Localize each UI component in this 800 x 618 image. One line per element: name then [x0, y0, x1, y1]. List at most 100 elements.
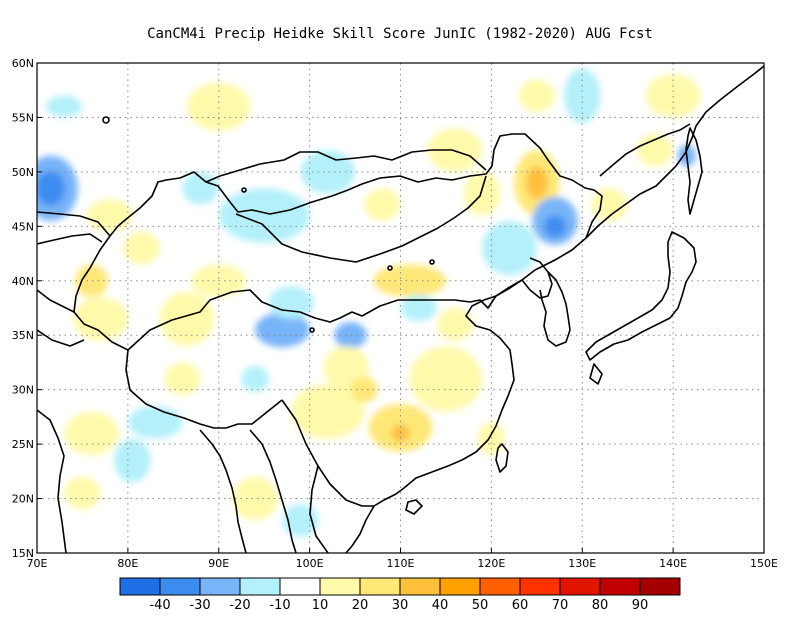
skill-anomaly-patch: [436, 308, 474, 341]
central-asia-border: [37, 211, 111, 347]
latitude-tick-label: 50N: [12, 166, 34, 179]
skill-anomaly-patch: [232, 476, 278, 521]
lat-lon-gridlines: [37, 63, 764, 553]
china-coastline: [373, 279, 523, 507]
skill-anomaly-patch: [64, 476, 101, 510]
colorbar-swatch: [399, 577, 441, 596]
skill-anomaly-patch: [564, 68, 601, 123]
skill-anomaly-patch: [64, 411, 119, 455]
colorbar-label: 90: [632, 598, 649, 613]
skill-anomaly-patch: [591, 188, 628, 221]
colorbar-swatch: [119, 577, 161, 596]
colorbar-label: 10: [312, 598, 329, 613]
skill-anomaly-patch: [391, 424, 410, 442]
colorbar-swatch: [199, 577, 241, 596]
skill-anomaly-patch: [373, 264, 446, 298]
skill-anomaly-patch: [636, 133, 674, 167]
mongolia-south-border: [235, 175, 487, 263]
skill-anomaly-patch: [400, 294, 437, 322]
latitude-tick-label: 60N: [12, 57, 34, 70]
skill-anomaly-patch: [86, 199, 133, 232]
skill-anomaly-patch: [73, 297, 128, 341]
longitude-tick-label: 70E: [27, 557, 48, 570]
colorbar-swatch: [359, 577, 401, 596]
colorbar-label: 70: [552, 598, 569, 613]
longitude-tick-label: 110E: [387, 557, 415, 570]
skill-anomaly-patch: [482, 220, 537, 276]
skill-anomaly-patch: [291, 384, 365, 439]
latitude-tick-label: 30N: [12, 384, 34, 397]
longitude-tick-label: 100E: [296, 557, 324, 570]
colorbar-label: 40: [432, 598, 449, 613]
skill-anomaly-patch: [46, 95, 83, 118]
skill-score-shading: [37, 68, 701, 537]
hainan-island: [405, 499, 423, 515]
latitude-tick-label: 45N: [12, 220, 34, 233]
himalaya-border: [125, 349, 283, 429]
korea-coast: [539, 271, 571, 347]
longitude-tick-label: 90E: [208, 557, 229, 570]
colorbar-label: 20: [352, 598, 369, 613]
colorbar-label: -40: [149, 598, 170, 613]
colorbar-label: 60: [512, 598, 529, 613]
colorbar-swatch: [439, 577, 481, 596]
taiwan-island: [495, 443, 509, 473]
latitude-tick-label: 15N: [12, 547, 34, 560]
skill-anomaly-patch: [164, 362, 201, 396]
skill-anomaly-patch: [464, 171, 501, 216]
colorbar-swatch: [559, 577, 601, 596]
skill-anomaly-patch: [300, 150, 356, 194]
skill-anomaly-patch: [127, 406, 183, 439]
colorbar-swatch: [319, 577, 361, 596]
longitude-tick-label: 130E: [568, 557, 596, 570]
colorbar-label: 50: [472, 598, 489, 613]
colorbar-swatch: [239, 577, 281, 596]
okhotsk-coast: [599, 123, 691, 177]
colorbar-swatch: [519, 577, 561, 596]
colorbar-label: -30: [189, 598, 210, 613]
colorbar-swatch: [639, 577, 681, 596]
colorbar-label: 30: [392, 598, 409, 613]
south-asia-coast: [37, 409, 247, 553]
skill-anomaly-patch: [525, 166, 548, 200]
colorbar-label: -20: [229, 598, 250, 613]
indochina-coast: [249, 429, 375, 553]
axis-ticks: 70E 80E 90E 100E 110E 120E 130E 140E 150E 15N 20N 2…: [12, 57, 778, 570]
latitude-tick-label: 55N: [12, 111, 34, 124]
china-border: [73, 133, 603, 351]
latitude-tick-label: 25N: [12, 438, 34, 451]
lake-feature: [241, 187, 247, 193]
colorbar-label: -10: [269, 598, 290, 613]
colorbar: -40 -30 -20 -10 10 20 30 40 50 60 70 80 90: [119, 577, 681, 613]
skill-anomaly-patch: [159, 291, 215, 347]
colorbar-swatch: [159, 577, 201, 596]
skill-anomaly-patch: [364, 188, 401, 221]
latitude-tick-label: 20N: [12, 493, 34, 506]
skill-anomaly-patch: [255, 312, 310, 348]
japan-islands: [585, 231, 697, 385]
map-title: CanCM4i Precip Heidke Skill Score JunIC …: [147, 26, 653, 42]
lake-feature: [102, 116, 110, 124]
skill-anomaly-patch: [75, 264, 108, 298]
russia-far-east-coast: [585, 65, 764, 239]
skill-anomaly-patch: [409, 346, 483, 412]
skill-anomaly-patch: [645, 73, 701, 118]
skill-anomaly-patch: [186, 82, 251, 131]
colorbar-swatch: [479, 577, 521, 596]
skill-anomaly-patch: [350, 376, 378, 403]
indochina-borders: [281, 399, 374, 553]
coastlines-and-borders: [37, 65, 764, 553]
liaodong-coast: [521, 257, 553, 299]
colorbar-swatch: [279, 577, 321, 596]
colorbar-swatch: [599, 577, 641, 596]
longitude-tick-label: 120E: [477, 557, 505, 570]
latitude-tick-label: 35N: [12, 329, 34, 342]
latitude-tick-label: 40N: [12, 275, 34, 288]
skill-anomaly-patch: [241, 365, 269, 392]
skill-anomaly-patch: [427, 128, 483, 172]
longitude-tick-label: 140E: [659, 557, 687, 570]
mongolia-border: [205, 149, 487, 183]
skill-anomaly-patch: [123, 231, 160, 265]
lake-feature: [429, 259, 435, 265]
longitude-tick-label: 150E: [750, 557, 778, 570]
